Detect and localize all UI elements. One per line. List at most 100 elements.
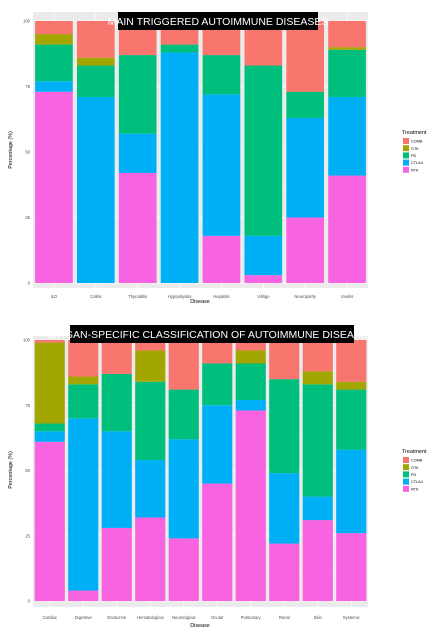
bars <box>35 21 366 284</box>
legend: Treatment COMB OTK PD CTLA4 RTK <box>402 449 427 492</box>
bar-segment <box>168 340 199 390</box>
y-tick-label: 100 <box>23 338 31 343</box>
bar-segment <box>35 34 73 45</box>
y-tick-labels: 0 25 50 75 100 <box>23 338 31 604</box>
legend-key <box>403 464 409 471</box>
y-tick-label: 0 <box>28 599 31 604</box>
bar-segment <box>328 21 366 48</box>
x-tick-label: Colitis <box>90 294 101 299</box>
legend-key <box>403 145 409 152</box>
bar-segment <box>269 340 300 380</box>
bar-segment <box>35 91 73 284</box>
bar-segment <box>244 235 283 276</box>
x-tick-label: Endocrine <box>107 615 127 620</box>
y-tick-label: 75 <box>25 84 30 89</box>
bar-segment <box>101 527 132 601</box>
bar-segment <box>328 47 366 50</box>
bar-segment <box>135 350 166 382</box>
legend-key <box>403 152 409 159</box>
bar-segment <box>302 371 333 385</box>
bar-segment <box>34 423 65 432</box>
legend-title: Treatment <box>402 130 427 136</box>
x-tick-label: Neuropathy <box>294 294 317 299</box>
bar-segment <box>336 389 367 450</box>
bar-segment <box>34 431 65 442</box>
bar-segment <box>34 342 65 424</box>
bar-segment <box>244 275 283 283</box>
bar-segment <box>269 379 300 474</box>
bar-segment <box>34 441 65 601</box>
bars <box>34 340 367 601</box>
bar-segment <box>235 340 266 351</box>
x-axis-title: Disease <box>190 623 209 629</box>
bar-segment <box>202 363 233 406</box>
legend-key <box>403 485 409 492</box>
bar-segment <box>101 340 132 374</box>
x-tick-label: Cardiac <box>43 615 57 620</box>
x-tick-label: Neurological <box>172 615 195 620</box>
legend-key <box>403 478 409 485</box>
legend-label: OTK <box>411 147 419 151</box>
chart-title-box <box>70 325 354 343</box>
bar-segment <box>68 590 99 601</box>
bar-segment <box>328 49 366 97</box>
y-tick-label: 50 <box>25 150 30 155</box>
legend-key <box>403 457 409 463</box>
bar-segment <box>118 133 157 173</box>
x-tick-label: Hematological <box>137 615 164 620</box>
bar-segment <box>135 460 166 518</box>
legend-label: RTK <box>411 168 419 172</box>
bar-segment <box>244 65 283 236</box>
x-tick-label: Uveitis <box>341 294 354 299</box>
bar-segment <box>336 381 367 390</box>
x-tick-label: Pulmonary <box>241 615 262 620</box>
bar-segment <box>269 543 300 601</box>
bar-segment <box>302 496 333 521</box>
legend-label: PD <box>411 154 417 158</box>
bar-segment <box>336 449 367 534</box>
legend-label: COMB <box>411 459 423 463</box>
x-tick-label: ILD <box>51 294 58 299</box>
x-tick-labels: ILD Colitis Thyroiditis Hypophysitis Hepatit… <box>51 294 354 299</box>
bar-segment <box>76 96 115 283</box>
bar-segment <box>68 376 99 385</box>
bar-segment <box>302 384 333 497</box>
bar-segment <box>135 517 166 601</box>
y-tick-label: 25 <box>25 215 30 220</box>
legend-label: COMB <box>411 140 423 144</box>
legend-key <box>403 471 409 478</box>
bar-segment <box>135 381 166 461</box>
legend-label: CTLA4 <box>411 161 423 165</box>
legend-key <box>403 166 409 173</box>
y-tick-label: 25 <box>25 533 30 538</box>
bar-segment <box>76 21 115 58</box>
bar-segment <box>235 400 266 411</box>
bar-segment <box>202 483 233 601</box>
legend-key <box>403 138 409 144</box>
bar-segment <box>101 431 132 528</box>
bar-segment <box>328 175 366 283</box>
chart-title: ORGAN-SPECIFIC CLASSIFICATION OF AUTOIMM… <box>49 329 375 341</box>
bar-segment <box>202 55 241 95</box>
bar-segment <box>202 235 241 283</box>
y-tick-labels: 0 25 50 75 100 <box>23 19 31 286</box>
bar-segment <box>168 439 199 539</box>
bar-segment <box>68 418 99 591</box>
bar-segment <box>286 217 325 283</box>
bar-segment <box>35 21 73 35</box>
bar-segment <box>302 340 333 372</box>
x-tick-labels: Cardiac Digestive Endocrine Hematological Ne… <box>43 615 360 620</box>
bar-segment <box>202 94 241 236</box>
bar-segment <box>336 340 367 382</box>
x-tick-label: Skin <box>314 615 323 620</box>
bar-segment <box>235 350 266 364</box>
x-tick-label: Vitiligo <box>257 294 270 299</box>
x-tick-label: Ocular <box>211 615 224 620</box>
y-tick-label: 75 <box>25 403 30 408</box>
bar-segment <box>160 52 199 283</box>
y-axis-title: Percentage (%) <box>8 451 14 489</box>
y-tick-label: 50 <box>25 468 30 473</box>
chart-title: MAIN TRIGGERED AUTOIMMUNE DISEASES <box>108 16 329 28</box>
x-tick-label: Renal <box>279 615 290 620</box>
legend-key <box>403 159 409 166</box>
